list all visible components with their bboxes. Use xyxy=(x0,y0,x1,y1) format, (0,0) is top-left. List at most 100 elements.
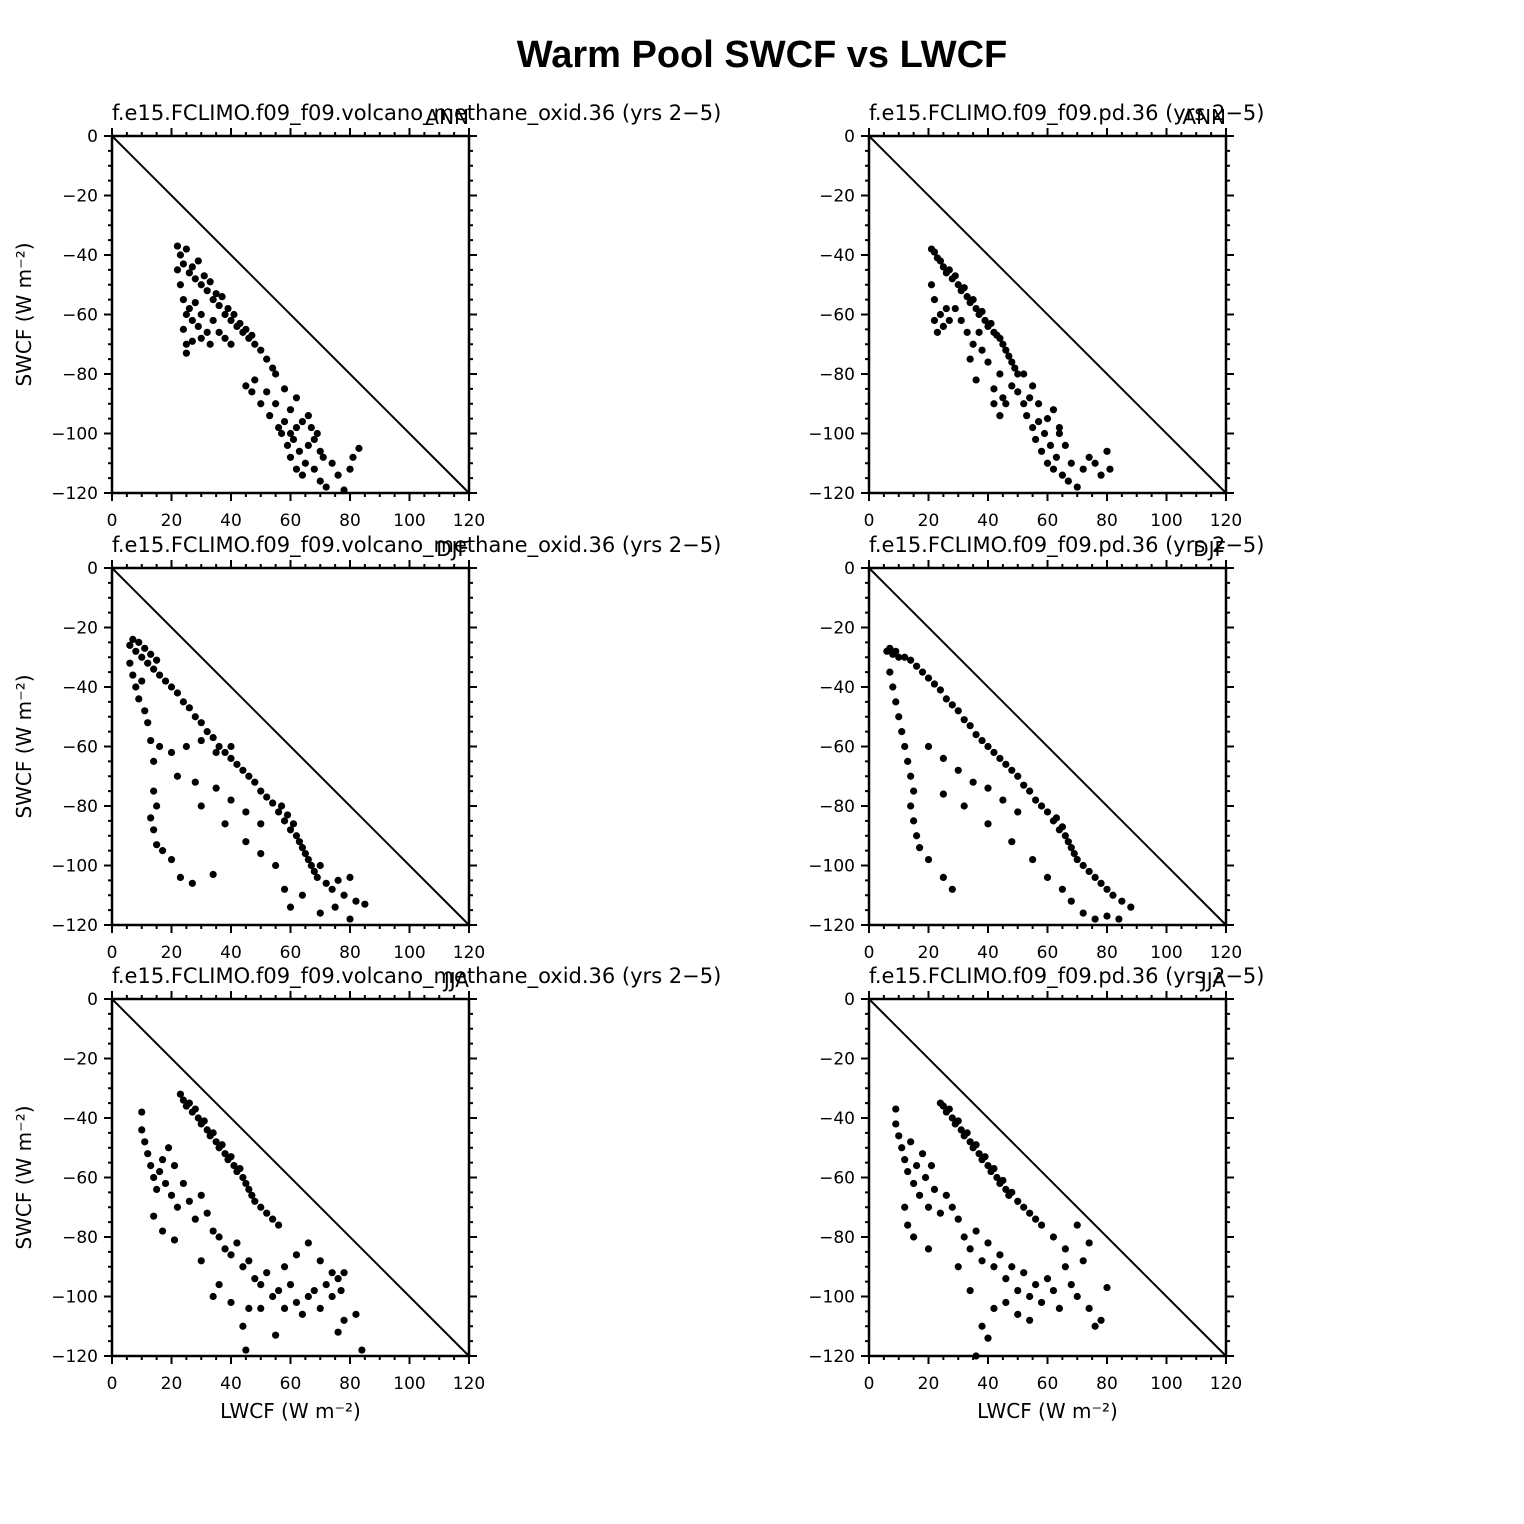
data-point xyxy=(331,903,339,911)
data-point xyxy=(144,1150,152,1158)
data-point xyxy=(936,686,945,694)
data-point xyxy=(161,1179,170,1188)
data-point xyxy=(987,319,995,328)
data-point xyxy=(292,465,301,473)
scatter-panel-1: f.e15.FCLIMO.f09_f09.volcano_methane_oxi… xyxy=(12,101,721,531)
x-tick-label: 0 xyxy=(864,943,875,963)
data-point xyxy=(227,340,235,348)
data-point xyxy=(352,897,360,905)
y-tick-label: −20 xyxy=(819,1050,855,1070)
data-point xyxy=(1091,915,1099,923)
reference-line xyxy=(868,567,1227,926)
data-point xyxy=(313,429,321,438)
x-tick-label: 60 xyxy=(280,1374,302,1394)
scatter-panel-3: f.e15.FCLIMO.f09_f09.volcano_methane_oxi… xyxy=(12,533,721,963)
y-tick-label: 0 xyxy=(87,127,98,147)
data-point xyxy=(126,659,134,667)
data-point xyxy=(990,1304,998,1312)
data-point xyxy=(179,1179,187,1188)
y-tick-label: −80 xyxy=(62,1228,98,1248)
data-point xyxy=(1058,471,1066,479)
data-point xyxy=(266,412,274,420)
data-point xyxy=(135,638,143,646)
data-point xyxy=(182,349,190,357)
data-point xyxy=(197,281,205,289)
data-point xyxy=(1067,844,1075,852)
data-point xyxy=(158,1156,167,1164)
y-tick-label: −80 xyxy=(819,1228,855,1248)
data-point xyxy=(209,296,217,304)
data-point xyxy=(150,826,158,834)
data-point xyxy=(904,1167,912,1176)
y-tick-label: −20 xyxy=(62,1050,98,1070)
data-point xyxy=(930,316,939,325)
x-tick-label: 120 xyxy=(1210,1374,1242,1394)
data-point xyxy=(1109,891,1117,899)
data-point xyxy=(221,820,229,828)
data-point xyxy=(993,1173,1001,1182)
data-point xyxy=(939,263,947,271)
data-point xyxy=(286,453,295,461)
data-point xyxy=(310,465,318,473)
data-point xyxy=(156,1167,164,1176)
y-tick-label: −80 xyxy=(819,365,855,385)
data-point xyxy=(147,650,155,658)
data-point xyxy=(948,885,956,893)
y-tick-label: −40 xyxy=(819,246,855,266)
data-point xyxy=(179,325,187,333)
data-point xyxy=(1085,1239,1093,1247)
data-point xyxy=(227,1251,235,1259)
data-point xyxy=(272,861,280,870)
data-point xyxy=(167,683,176,691)
data-point xyxy=(191,1215,199,1223)
data-point xyxy=(969,340,977,348)
data-point xyxy=(996,754,1004,763)
data-point xyxy=(236,319,244,328)
data-point xyxy=(963,328,971,336)
x-tick-label: 40 xyxy=(220,1374,242,1394)
data-point xyxy=(310,435,318,444)
data-point xyxy=(277,802,286,810)
data-point xyxy=(966,355,974,363)
data-point xyxy=(230,1162,238,1170)
data-point xyxy=(892,1105,900,1113)
data-point xyxy=(913,832,921,840)
data-point xyxy=(901,653,909,661)
data-point xyxy=(322,879,330,887)
data-point xyxy=(212,1138,220,1146)
data-point xyxy=(170,1236,179,1244)
data-point xyxy=(945,1105,953,1113)
season-label: JJA xyxy=(1199,968,1226,992)
data-point xyxy=(286,1281,295,1289)
x-tick-label: 100 xyxy=(393,511,425,531)
data-point xyxy=(150,1212,158,1220)
data-point xyxy=(918,1150,927,1158)
data-point xyxy=(939,873,947,882)
data-point xyxy=(158,847,167,855)
data-point xyxy=(1058,823,1066,831)
reference-line xyxy=(111,998,470,1357)
data-point xyxy=(892,1120,900,1128)
data-point xyxy=(197,1191,205,1199)
data-point xyxy=(221,334,229,342)
data-point xyxy=(242,382,250,390)
data-point xyxy=(990,1263,998,1271)
data-point xyxy=(1023,412,1031,420)
data-point xyxy=(263,793,271,801)
data-point xyxy=(1103,885,1111,893)
data-point xyxy=(1079,861,1087,870)
data-point xyxy=(209,1227,217,1235)
data-point xyxy=(907,772,915,780)
x-tick-label: 80 xyxy=(1096,511,1118,531)
data-point xyxy=(960,284,968,292)
data-point xyxy=(316,909,324,917)
data-point xyxy=(167,1191,176,1199)
data-point xyxy=(132,683,140,691)
data-point xyxy=(972,1227,980,1235)
data-point xyxy=(1049,1286,1058,1295)
data-point xyxy=(129,671,137,679)
data-point xyxy=(1097,879,1105,887)
data-point xyxy=(251,1275,259,1283)
x-tick-label: 60 xyxy=(1037,943,1059,963)
data-point xyxy=(1026,1209,1034,1217)
